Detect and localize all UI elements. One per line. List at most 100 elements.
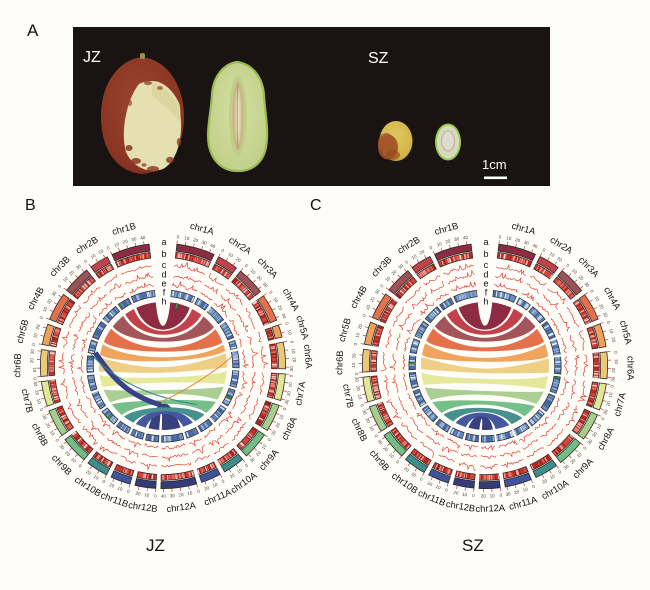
svg-text:30: 30: [602, 408, 609, 415]
svg-text:e: e: [161, 279, 166, 289]
svg-text:20: 20: [256, 275, 263, 282]
svg-text:A: A: [27, 21, 39, 40]
svg-text:30: 30: [610, 376, 615, 382]
svg-text:20: 20: [611, 337, 617, 343]
svg-text:30: 30: [131, 236, 137, 242]
svg-text:c: c: [162, 260, 167, 270]
svg-text:20: 20: [403, 466, 410, 473]
svg-text:chr6A: chr6A: [302, 344, 314, 370]
svg-text:10: 10: [368, 425, 375, 432]
svg-text:0: 0: [395, 459, 401, 465]
svg-text:10: 10: [384, 275, 391, 282]
svg-text:10: 10: [351, 362, 356, 368]
svg-text:chr7A: chr7A: [293, 380, 307, 406]
svg-text:10: 10: [506, 235, 512, 241]
svg-text:20: 20: [541, 478, 548, 485]
svg-text:10: 10: [608, 392, 614, 398]
svg-text:10: 10: [36, 398, 42, 405]
svg-text:0: 0: [361, 313, 367, 318]
svg-text:30: 30: [33, 381, 39, 387]
svg-text:30: 30: [374, 288, 381, 295]
svg-text:10: 10: [32, 332, 38, 339]
svg-text:chr12A: chr12A: [475, 503, 506, 514]
svg-text:10: 10: [272, 296, 279, 303]
svg-text:0: 0: [221, 478, 226, 484]
svg-text:20: 20: [569, 457, 576, 464]
svg-text:f: f: [485, 287, 488, 297]
svg-text:10: 10: [489, 493, 495, 498]
svg-text:10: 10: [287, 329, 293, 336]
svg-text:0: 0: [557, 469, 562, 475]
svg-text:10: 10: [184, 235, 190, 241]
svg-text:10: 10: [93, 474, 100, 481]
svg-text:20: 20: [34, 390, 40, 396]
svg-text:30: 30: [30, 348, 36, 354]
svg-text:c: c: [484, 260, 489, 270]
svg-text:0: 0: [379, 283, 385, 288]
svg-text:20: 20: [369, 296, 376, 303]
svg-text:20: 20: [556, 256, 563, 263]
svg-text:10: 10: [522, 486, 529, 492]
svg-text:0: 0: [498, 234, 502, 239]
svg-text:20: 20: [357, 323, 363, 330]
svg-text:40: 40: [532, 243, 539, 250]
svg-text:0: 0: [531, 484, 536, 490]
svg-text:30: 30: [354, 377, 359, 383]
svg-text:0: 0: [244, 263, 249, 269]
svg-text:30: 30: [377, 438, 384, 445]
svg-text:0: 0: [609, 384, 614, 388]
svg-text:0: 0: [589, 289, 595, 294]
svg-text:30: 30: [454, 236, 460, 242]
svg-text:chr6B: chr6B: [12, 353, 23, 378]
svg-text:40: 40: [140, 235, 146, 241]
svg-text:0: 0: [373, 434, 379, 439]
svg-text:0: 0: [267, 437, 273, 442]
svg-text:0: 0: [565, 263, 570, 269]
svg-text:chr7B: chr7B: [341, 383, 356, 409]
svg-text:30: 30: [586, 438, 593, 445]
svg-text:10: 10: [576, 451, 583, 458]
svg-text:0: 0: [154, 493, 157, 498]
svg-text:10: 10: [187, 490, 193, 496]
svg-text:20: 20: [204, 485, 211, 492]
svg-text:30: 30: [284, 399, 290, 406]
svg-text:20: 20: [68, 269, 75, 276]
svg-text:B: B: [25, 197, 36, 214]
svg-text:20: 20: [598, 303, 605, 310]
svg-text:40: 40: [463, 235, 469, 241]
svg-text:20: 20: [29, 358, 34, 364]
svg-text:20: 20: [97, 248, 104, 255]
svg-text:10: 10: [462, 492, 468, 498]
svg-text:20: 20: [229, 472, 236, 479]
svg-text:20: 20: [365, 417, 372, 424]
svg-text:0: 0: [101, 479, 106, 485]
svg-text:chr6A: chr6A: [625, 356, 635, 381]
svg-text:30: 30: [281, 313, 288, 320]
svg-text:20: 20: [351, 353, 356, 359]
svg-text:20: 20: [382, 445, 389, 452]
svg-text:30: 30: [563, 463, 570, 470]
svg-text:20: 20: [427, 480, 434, 487]
svg-text:20: 20: [514, 489, 521, 495]
svg-text:0: 0: [244, 462, 250, 468]
svg-text:10: 10: [571, 268, 578, 275]
svg-text:20: 20: [292, 357, 297, 363]
svg-text:0: 0: [268, 290, 274, 295]
svg-text:10: 10: [594, 295, 601, 302]
svg-text:20: 20: [85, 469, 92, 476]
svg-text:10: 10: [62, 276, 69, 283]
svg-text:20: 20: [35, 323, 41, 330]
svg-text:h: h: [161, 297, 166, 307]
svg-text:0: 0: [127, 489, 131, 495]
svg-text:0: 0: [289, 340, 294, 344]
svg-text:10: 10: [355, 332, 361, 339]
svg-text:C: C: [310, 197, 322, 214]
svg-text:0: 0: [353, 342, 358, 346]
svg-text:10: 10: [144, 492, 150, 498]
svg-text:10: 10: [596, 423, 603, 430]
svg-text:10: 10: [261, 443, 268, 450]
svg-text:20: 20: [122, 238, 129, 244]
svg-text:f: f: [163, 287, 166, 297]
svg-text:a: a: [483, 237, 488, 247]
svg-text:0: 0: [445, 487, 449, 493]
